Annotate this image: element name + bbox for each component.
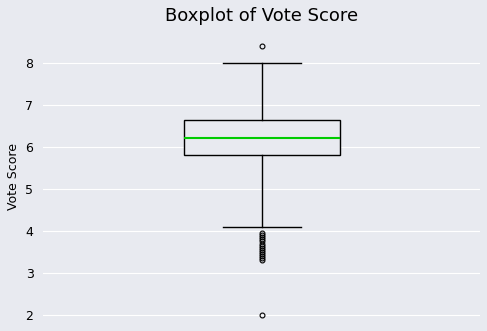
PathPatch shape (184, 119, 339, 155)
Y-axis label: Vote Score: Vote Score (7, 143, 20, 210)
Title: Boxplot of Vote Score: Boxplot of Vote Score (165, 7, 358, 25)
